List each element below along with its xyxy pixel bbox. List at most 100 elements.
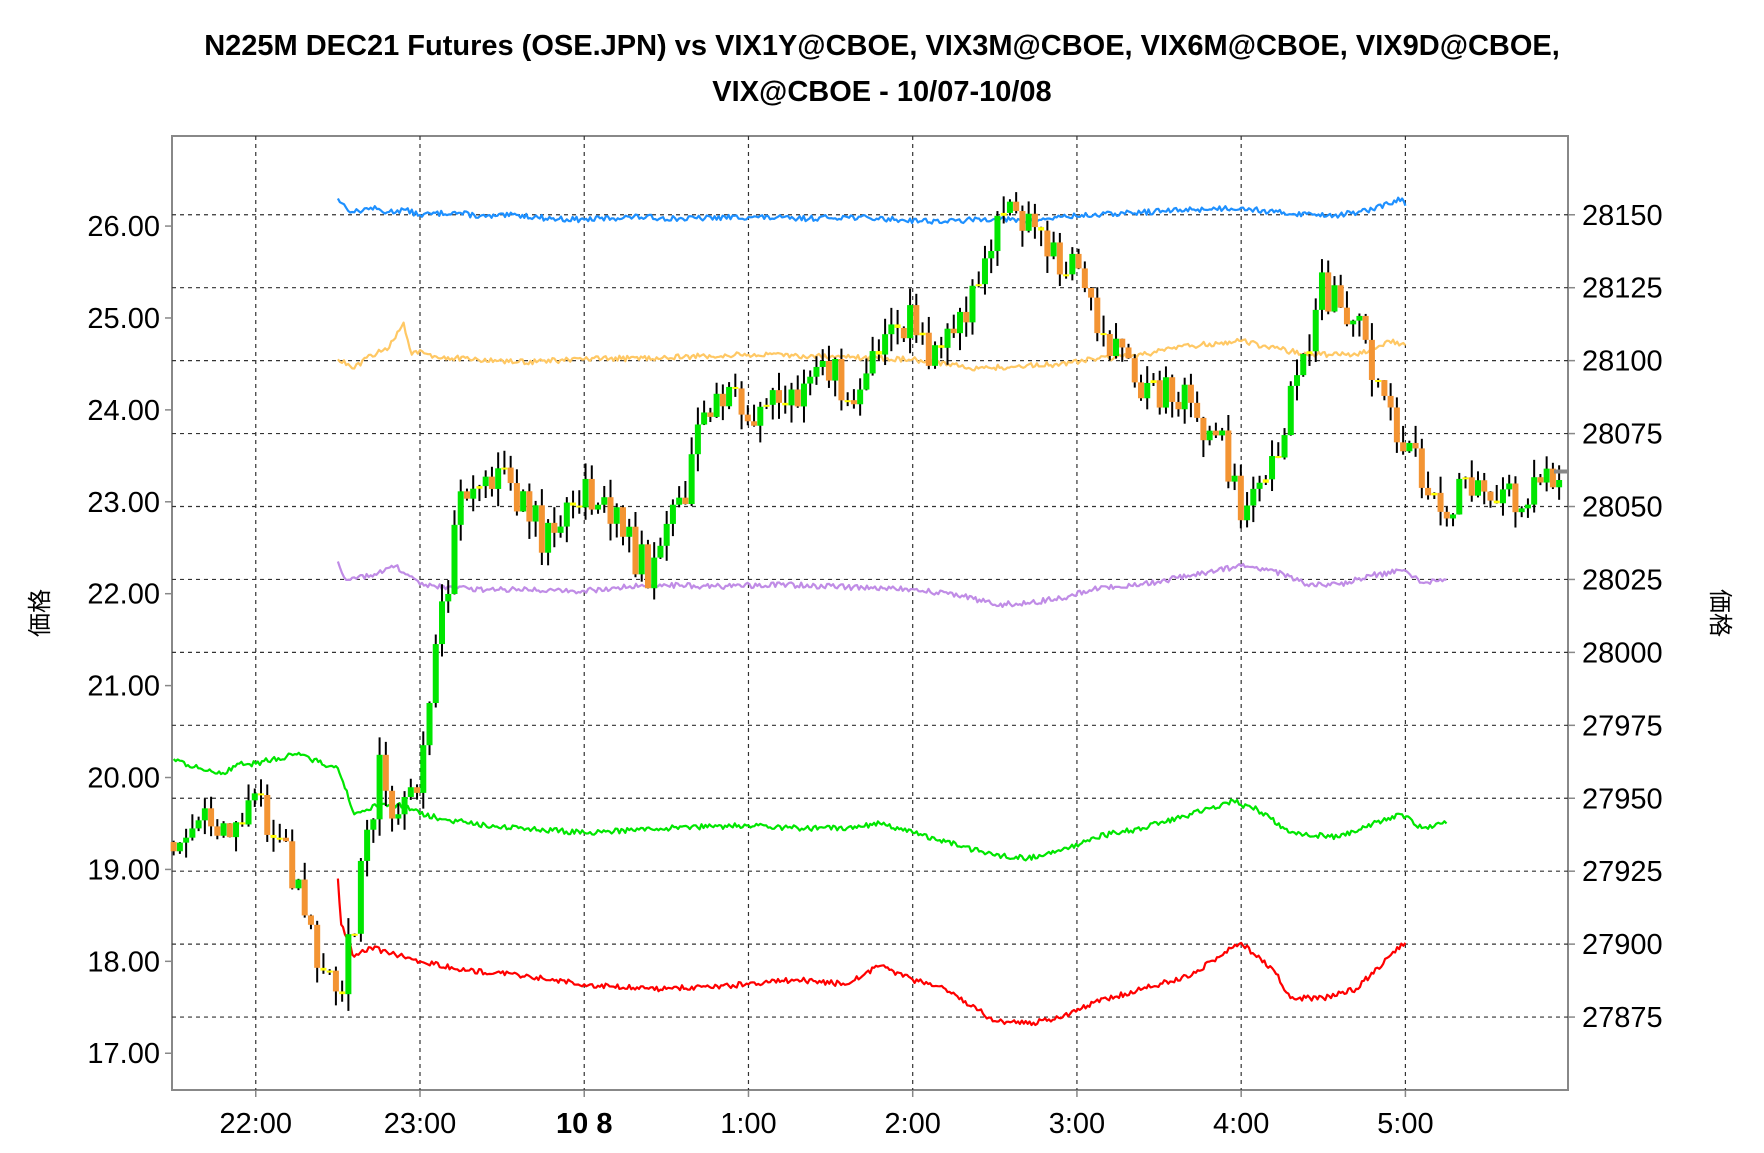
candle-body [170, 842, 177, 852]
candle-body [1219, 430, 1226, 436]
x-tick-label: 5:00 [1377, 1108, 1433, 1140]
chart-title-line-2: VIX@CBOE - 10/07-10/08 [712, 76, 1052, 108]
candle-body [595, 504, 602, 510]
candle-body [1144, 382, 1151, 399]
candle-body [264, 794, 271, 835]
candle-body [1244, 505, 1251, 521]
candle-body [1137, 382, 1144, 399]
candle-body [1537, 477, 1544, 483]
y-right-tick-label: 28150 [1582, 200, 1663, 232]
candle-body [751, 421, 758, 426]
candle-body [957, 311, 964, 334]
candle-body [913, 305, 920, 336]
y-left-tick-label: 17.00 [87, 1038, 160, 1070]
candle-body [513, 483, 520, 512]
candle-body [1175, 401, 1182, 410]
candle-body [1387, 395, 1394, 408]
candle-body [1125, 347, 1132, 359]
candle-body [1169, 377, 1176, 402]
candle-body [251, 793, 258, 801]
y-right-tick-label: 27950 [1582, 783, 1663, 815]
candle-body [407, 787, 414, 797]
candle-body [176, 842, 183, 852]
candle-body [894, 324, 901, 328]
y-right-tick-label: 27875 [1582, 1002, 1663, 1034]
candle-body [1100, 333, 1107, 336]
candle-body [1450, 514, 1457, 519]
candle-body [476, 486, 483, 489]
candle-body [1468, 477, 1475, 496]
candle-body [1512, 483, 1519, 513]
candle-body [813, 366, 820, 377]
candle-body [1443, 511, 1450, 519]
y-left-tick-label: 24.00 [87, 395, 160, 427]
candle-body [1269, 456, 1276, 480]
y-right-tick-label: 28000 [1582, 637, 1663, 669]
candle-body [470, 488, 477, 499]
candle-body [1481, 480, 1488, 492]
candle-body [1237, 475, 1244, 521]
candle-body [389, 790, 396, 819]
candle-body [632, 526, 639, 575]
candle-body [1325, 272, 1332, 312]
candle-body [794, 389, 801, 407]
candle-body [1381, 380, 1388, 396]
candle-body [339, 991, 346, 995]
candle-body [1456, 478, 1463, 515]
candle-body [445, 593, 452, 602]
series-line-vix [172, 751, 1448, 862]
candle-body [776, 390, 783, 403]
candle-body [1462, 477, 1469, 480]
candle-body [588, 478, 595, 510]
candle-body [1194, 402, 1201, 418]
candle-body [345, 934, 352, 995]
series-line-vix9d [336, 878, 1407, 1027]
chart-title-line-1: N225M DEC21 Futures (OSE.JPN) vs VIX1Y@C… [204, 30, 1560, 62]
candle-body [619, 507, 626, 537]
candle-body [1088, 287, 1095, 298]
candle-body [644, 544, 651, 589]
y-left-tick-label: 18.00 [87, 946, 160, 978]
x-tick-label: 3:00 [1049, 1108, 1105, 1140]
x-tick-label: 1:00 [720, 1108, 776, 1140]
candle-body [1094, 297, 1101, 334]
candle-body [1000, 212, 1007, 216]
candle-body [1531, 477, 1538, 505]
candle-body [1200, 417, 1207, 441]
candle-body [1013, 201, 1020, 212]
candle-body [295, 879, 302, 889]
candle-body [1425, 487, 1432, 496]
candle-body [1294, 375, 1301, 386]
candle-body [819, 360, 826, 367]
candle-body [1063, 274, 1070, 277]
candle-body [1212, 430, 1219, 436]
y-right-tick-label: 28100 [1582, 346, 1663, 378]
candle-body [1431, 492, 1438, 496]
candle-body [869, 351, 876, 374]
candle-body [1225, 430, 1232, 482]
candle-body [376, 754, 383, 820]
candle-body [950, 328, 957, 334]
candle-body [1156, 380, 1163, 408]
candle-body [769, 390, 776, 405]
candle-body [988, 251, 995, 259]
candle-body [701, 412, 708, 425]
candle-body [1356, 315, 1363, 321]
y-left-tick-label: 22.00 [87, 579, 160, 611]
tick-layer: 22:00 23:00 10 8 1:00 2:00 3:00 4:00 5:00 27875 2… [87, 200, 1662, 1140]
x-tick-label: 22:00 [219, 1108, 292, 1140]
y-left-tick-label: 19.00 [87, 854, 160, 886]
candle-body [1250, 488, 1257, 506]
candle-body [938, 345, 945, 348]
candle-body [657, 545, 664, 558]
candle-body [201, 808, 208, 821]
candle-body [1162, 377, 1169, 408]
candle-body [1518, 508, 1525, 513]
candle-body [307, 915, 314, 925]
candle-body [900, 327, 907, 339]
candle-body [688, 454, 695, 505]
candle-body [420, 745, 427, 793]
candle-body [1400, 442, 1407, 452]
candle-body [907, 305, 914, 339]
candle-body [289, 841, 296, 889]
